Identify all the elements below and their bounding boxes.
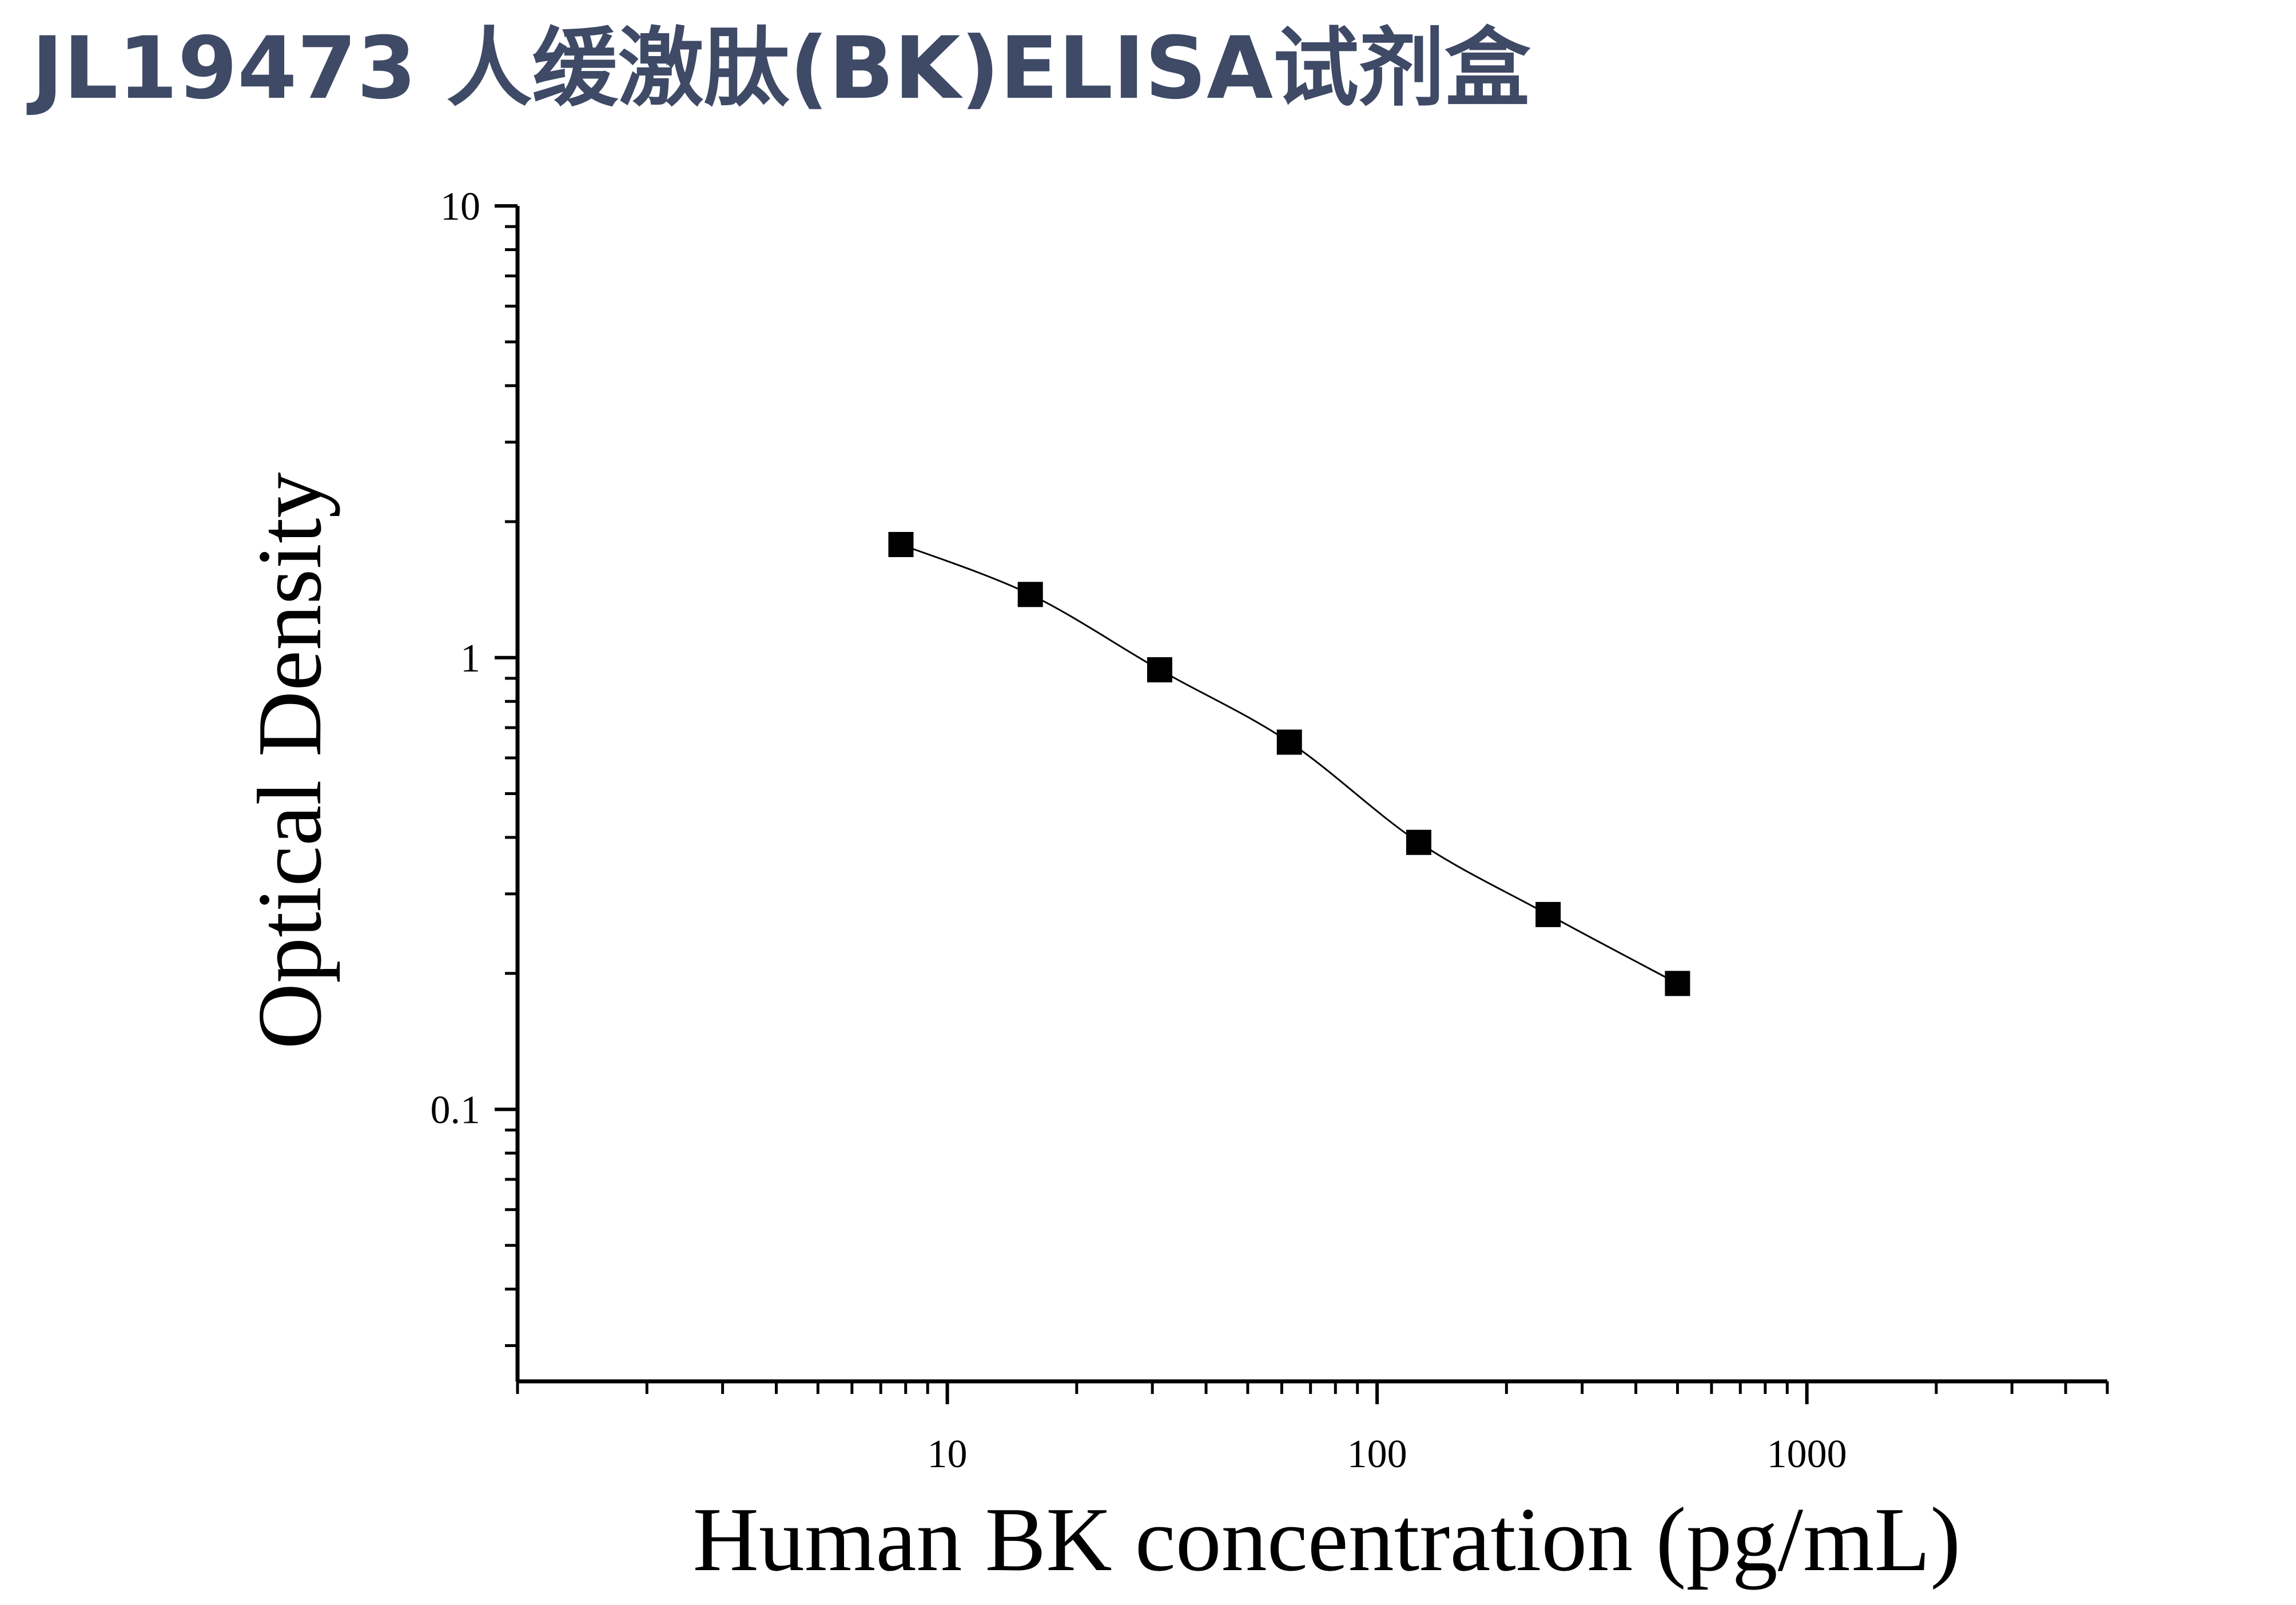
x-axis-label: Human BK concentration (pg/mL) [693,1488,1960,1590]
x-tick-label: 10 [928,1432,968,1476]
fit-curve [900,543,1678,984]
y-tick-label: 0.1 [431,1088,481,1133]
data-point [1147,657,1172,682]
axis-ticks: 10 100 1000 0.1 1 10 [431,185,2109,1476]
data-point [1406,829,1431,855]
data-point [1017,582,1043,607]
y-tick-label: 10 [440,185,480,229]
data-point [888,531,914,557]
fit-curve-layer [900,543,1678,984]
data-points [888,531,1690,996]
page-title: JL19473 人缓激肽(BK)ELISA试剂盒 [31,19,1531,118]
data-point [1276,729,1302,755]
axes [515,206,2107,1384]
x-tick-label: 1000 [1767,1432,1847,1476]
x-tick-label: 100 [1347,1432,1407,1476]
data-point [1665,971,1690,996]
y-axis-label: Optical Density [238,472,340,1050]
y-tick-label: 1 [460,637,480,681]
data-point [1535,901,1561,927]
